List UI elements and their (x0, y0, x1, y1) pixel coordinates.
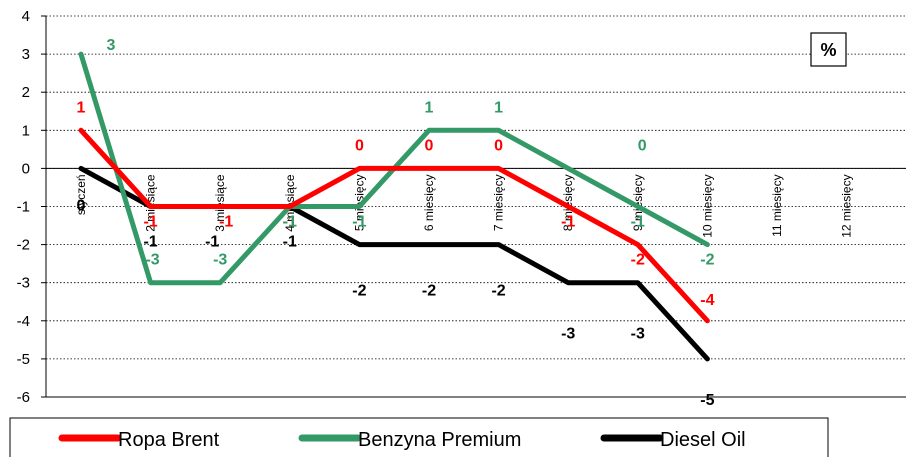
x-category-label: 4 miesiące (283, 174, 297, 232)
data-label-ropa-brent: 0 (355, 137, 364, 154)
series-line-diesel-oil (78, 165, 710, 362)
x-category-label: 8 miesięcy (561, 174, 575, 231)
data-label-ropa-brent: 0 (425, 137, 434, 154)
data-label-ropa-brent: -1 (219, 214, 233, 231)
x-category-label: 3 miesiące (213, 174, 227, 232)
data-label-diesel-oil: 0 (77, 197, 86, 214)
data-label-diesel-oil: -3 (631, 326, 645, 343)
data-label-benzyna-premium: -3 (145, 252, 159, 269)
data-label-ropa-brent: -1 (143, 214, 157, 231)
y-tick-label: -1 (17, 199, 30, 216)
x-category-label: 12 miesięcy (840, 174, 854, 237)
x-category-labels: styczeń 2 miesiące 3 miesiące 4 miesiące 5 m… (74, 174, 854, 238)
data-label-ropa-brent: 1 (77, 99, 86, 116)
data-label-benzyna-premium: 1 (494, 99, 503, 116)
legend-label: Diesel Oil (660, 429, 746, 451)
data-label-benzyna-premium: 3 (107, 37, 116, 54)
y-tick-label: 2 (22, 84, 30, 101)
y-tick-label: 3 (22, 46, 30, 63)
data-label-diesel-oil: -2 (352, 283, 366, 300)
data-label-benzyna-premium: 1 (425, 99, 434, 116)
y-tick-label: 0 (22, 160, 30, 177)
y-tick-label: 4 (22, 8, 30, 25)
y-tick-label: -3 (17, 275, 30, 292)
x-category-label: 7 miesięcy (492, 174, 506, 231)
legend: Ropa Brent Benzyna Premium Diesel Oil (9, 417, 829, 457)
data-label-benzyna-premium: -1 (352, 214, 366, 231)
x-category-label: 11 miesięcy (770, 174, 784, 236)
data-label-diesel-oil: -1 (283, 234, 297, 251)
y-tick-label: -4 (17, 313, 30, 330)
x-category-label: styczeń (74, 174, 88, 215)
data-label-benzyna-premium: -1 (283, 214, 297, 231)
x-category-label: 10 miesięcy (700, 174, 714, 237)
y-tick-labels: 4 3 2 1 0 -1 -2 -3 -4 -5 -6 (17, 8, 30, 406)
y-tick-label: -5 (17, 351, 30, 368)
data-label-ropa-brent: 0 (494, 137, 503, 154)
data-labels: 1-1 -1 -10 0 0-1-2-43-3 -3-1 -11 10-1-20-1 -1 -1-… (77, 37, 715, 409)
data-label-ropa-brent: -1 (561, 214, 575, 231)
series-line-ropa-brent (78, 127, 710, 324)
unit-label-box: % (810, 32, 847, 67)
series-lines (78, 51, 710, 362)
data-label-diesel-oil: -1 (143, 234, 157, 251)
data-label-benzyna-premium: -3 (213, 252, 227, 269)
data-label-diesel-oil: -3 (561, 326, 575, 343)
x-category-label: 6 miesięcy (422, 174, 436, 231)
data-label-benzyna-premium: -1 (631, 214, 645, 231)
data-label-diesel-oil: -5 (700, 392, 714, 409)
data-label-benzyna-premium: -2 (700, 252, 714, 269)
x-category-label: 5 miesięcy (352, 174, 366, 231)
legend-label: Ropa Brent (118, 429, 220, 451)
data-label-ropa-brent: -2 (631, 252, 645, 269)
legend-label: Benzyna Premium (358, 429, 521, 451)
data-label-ropa-brent: -1 (283, 214, 297, 231)
data-label-diesel-oil: -1 (205, 234, 219, 251)
y-tick-label: -6 (17, 389, 30, 406)
data-label-diesel-oil: -2 (491, 283, 505, 300)
y-tick-label: 1 (22, 122, 30, 139)
x-category-label: 9 miesięcy (631, 174, 645, 231)
data-label-benzyna-premium: 0 (638, 137, 647, 154)
data-label-diesel-oil: -2 (422, 283, 436, 300)
unit-label: % (820, 40, 836, 60)
y-tick-label: -2 (17, 237, 30, 254)
data-label-ropa-brent: -4 (700, 292, 714, 309)
